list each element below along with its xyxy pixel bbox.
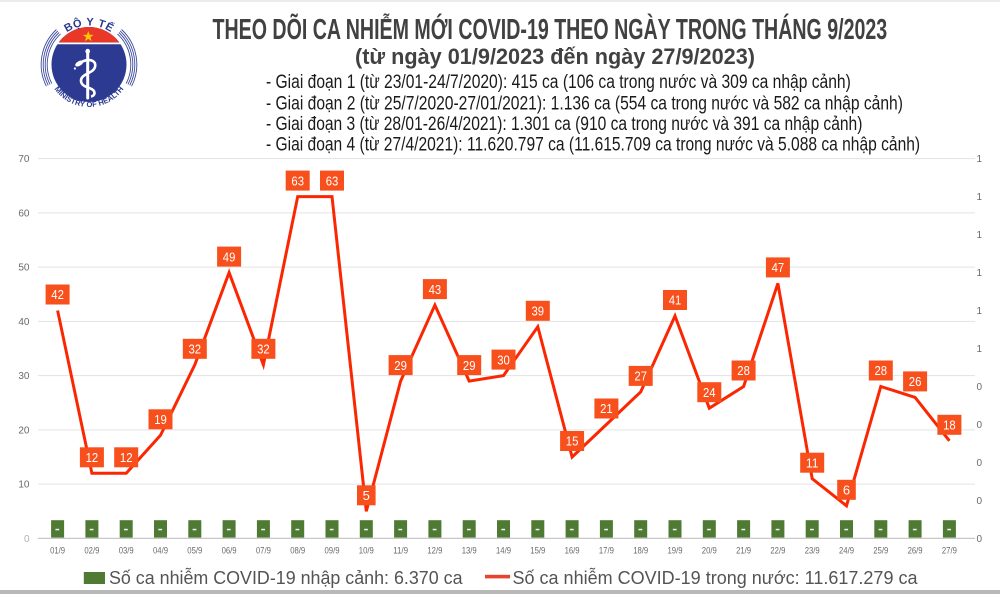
svg-text:0: 0 <box>977 496 983 507</box>
svg-text:Số ca nhiễm COVID-19 trong nướ: Số ca nhiễm COVID-19 trong nước: 11.617.… <box>513 567 919 588</box>
svg-text:15: 15 <box>566 434 579 449</box>
svg-text:Số ca nhiễm COVID-19 nhập cảnh: Số ca nhiễm COVID-19 nhập cảnh: 6.370 ca <box>109 567 463 588</box>
svg-text:40: 40 <box>18 317 30 328</box>
svg-text:10/9: 10/9 <box>359 546 374 557</box>
svg-text:0: 0 <box>977 420 983 431</box>
svg-text:04/9: 04/9 <box>153 546 168 557</box>
svg-text:18: 18 <box>943 417 956 432</box>
svg-text:- Giai đoạn 1 (từ 23/01-24/7/2: - Giai đoạn 1 (từ 23/01-24/7/2020): 415 … <box>266 72 851 93</box>
svg-text:63: 63 <box>326 173 339 188</box>
svg-text:0: 0 <box>24 534 30 545</box>
svg-text:13/9: 13/9 <box>462 546 477 557</box>
svg-text:28: 28 <box>737 363 750 378</box>
svg-text:12: 12 <box>86 450 99 465</box>
svg-text:19/9: 19/9 <box>668 546 683 557</box>
svg-text:30: 30 <box>18 371 30 382</box>
svg-text:18/9: 18/9 <box>633 546 648 557</box>
svg-text:- Giai đoạn 4 (từ 27/4/2021):: - Giai đoạn 4 (từ 27/4/2021): 11.620.797… <box>266 135 920 156</box>
svg-text:01/9: 01/9 <box>50 546 65 557</box>
svg-text:10: 10 <box>18 480 30 491</box>
svg-text:27: 27 <box>634 369 647 384</box>
svg-text:39: 39 <box>532 304 545 319</box>
svg-text:11: 11 <box>806 455 819 470</box>
svg-text:- Giai đoạn 2 (từ 25/7/2020-27: - Giai đoạn 2 (từ 25/7/2020-27/01/2021):… <box>266 94 903 115</box>
svg-text:(từ ngày 01/9/2023 đến ngày 27: (từ ngày 01/9/2023 đến ngày 27/9/2023) <box>355 44 755 69</box>
svg-text:21: 21 <box>600 401 613 416</box>
svg-text:41: 41 <box>669 293 682 308</box>
svg-text:26/9: 26/9 <box>908 546 923 557</box>
svg-text:23/9: 23/9 <box>805 546 820 557</box>
svg-text:11/9: 11/9 <box>393 546 408 557</box>
svg-text:20/9: 20/9 <box>702 546 717 557</box>
svg-text:70: 70 <box>18 154 30 165</box>
svg-text:BỘ Y TẾ: BỘ Y TẾ <box>62 16 116 35</box>
svg-text:1: 1 <box>977 344 983 355</box>
svg-text:21/9: 21/9 <box>736 546 751 557</box>
svg-text:28: 28 <box>875 363 888 378</box>
svg-text:24: 24 <box>703 385 716 400</box>
svg-text:26: 26 <box>909 374 922 389</box>
svg-text:60: 60 <box>18 208 30 219</box>
svg-text:1: 1 <box>977 230 983 241</box>
svg-text:17/9: 17/9 <box>599 546 614 557</box>
svg-text:08/9: 08/9 <box>290 546 305 557</box>
svg-text:1: 1 <box>977 154 983 165</box>
svg-text:03/9: 03/9 <box>119 546 134 557</box>
svg-text:50: 50 <box>18 263 30 274</box>
svg-text:- Giai đoạn 3 (từ 28/01-26/4/2: - Giai đoạn 3 (từ 28/01-26/4/2021): 1.30… <box>266 114 862 135</box>
svg-text:29: 29 <box>394 358 407 373</box>
svg-text:14/9: 14/9 <box>496 546 511 557</box>
svg-text:02/9: 02/9 <box>84 546 99 557</box>
svg-text:49: 49 <box>223 249 236 264</box>
svg-text:09/9: 09/9 <box>325 546 340 557</box>
svg-text:0: 0 <box>977 458 983 469</box>
svg-text:25/9: 25/9 <box>873 546 888 557</box>
svg-text:32: 32 <box>189 342 202 357</box>
svg-text:12/9: 12/9 <box>427 546 442 557</box>
svg-text:THEO DÕI CA NHIỄM MỚI COVID-19: THEO DÕI CA NHIỄM MỚI COVID-19 THEO NGÀY… <box>213 12 888 46</box>
svg-text:16/9: 16/9 <box>565 546 580 557</box>
svg-text:15/9: 15/9 <box>530 546 545 557</box>
svg-text:19: 19 <box>154 412 167 427</box>
svg-text:6: 6 <box>843 483 850 498</box>
svg-text:30: 30 <box>497 352 510 367</box>
svg-text:24/9: 24/9 <box>839 546 854 557</box>
svg-text:22/9: 22/9 <box>770 546 785 557</box>
svg-text:06/9: 06/9 <box>222 546 237 557</box>
svg-text:47: 47 <box>772 260 785 275</box>
svg-text:1: 1 <box>977 192 983 203</box>
svg-text:1: 1 <box>977 268 983 279</box>
svg-text:32: 32 <box>257 342 270 357</box>
svg-text:42: 42 <box>51 287 64 302</box>
svg-text:43: 43 <box>429 282 442 297</box>
svg-text:20: 20 <box>18 425 30 436</box>
svg-text:27/9: 27/9 <box>942 546 957 557</box>
svg-text:5: 5 <box>363 488 370 503</box>
svg-text:12: 12 <box>120 450 133 465</box>
svg-text:0: 0 <box>977 382 983 393</box>
svg-text:29: 29 <box>463 358 476 373</box>
svg-text:1: 1 <box>977 306 983 317</box>
svg-text:07/9: 07/9 <box>256 546 271 557</box>
svg-text:05/9: 05/9 <box>187 546 202 557</box>
svg-text:0: 0 <box>977 534 983 545</box>
svg-text:63: 63 <box>291 173 304 188</box>
